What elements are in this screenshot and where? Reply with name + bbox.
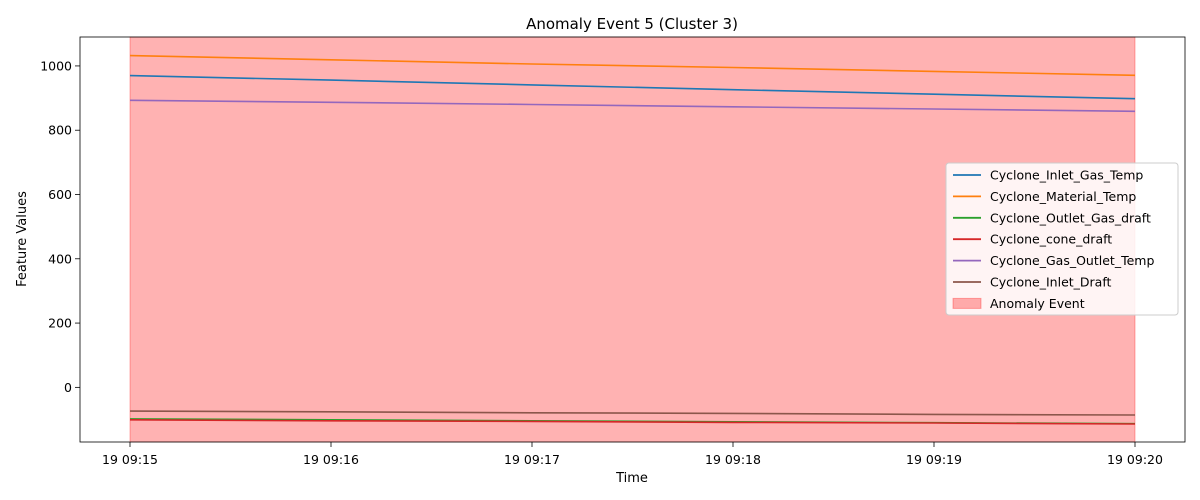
x-tick-label: 19 09:19 [906,452,962,467]
legend-swatch-anomaly [952,297,982,309]
legend-label: Cyclone_Inlet_Draft [990,275,1112,290]
y-tick-label: 800 [48,123,72,138]
x-tick-label: 19 09:20 [1107,452,1163,467]
series-line-5 [129,99,1136,113]
plot-frame [79,36,1186,443]
x-tick-label: 19 09:15 [102,452,158,467]
x-tick-label: 19 09:18 [705,452,761,467]
legend-label: Cyclone_cone_draft [990,232,1112,247]
x-tick-label: 19 09:16 [303,452,359,467]
series-line-2 [129,54,1136,77]
legend-box [945,162,1179,316]
series-line-4 [129,418,1136,425]
y-tick-label: 400 [48,251,72,266]
legend-label: Cyclone_Gas_Outlet_Temp [990,253,1154,268]
chart-title: Anomaly Event 5 (Cluster 3) [526,15,738,33]
y-tick-label: 0 [64,380,72,395]
legend: Cyclone_Inlet_Gas_Temp Cyclone_Material_T… [945,162,1179,316]
series-line-6 [129,410,1136,416]
y-tick-label: 200 [48,316,72,331]
series-line-1 [129,74,1136,100]
legend-label: Cyclone_Material_Temp [990,189,1136,204]
legend-label: Anomaly Event [990,296,1085,311]
x-tick-label: 19 09:17 [504,452,560,467]
x-axis-label: Time [615,471,648,486]
legend-label: Cyclone_Inlet_Gas_Temp [990,168,1143,183]
y-tick-label: 600 [48,187,72,202]
y-tick-label: 1000 [40,58,72,73]
y-axis-label: Feature Values [15,191,30,287]
legend-label: Cyclone_Outlet_Gas_draft [990,210,1151,225]
